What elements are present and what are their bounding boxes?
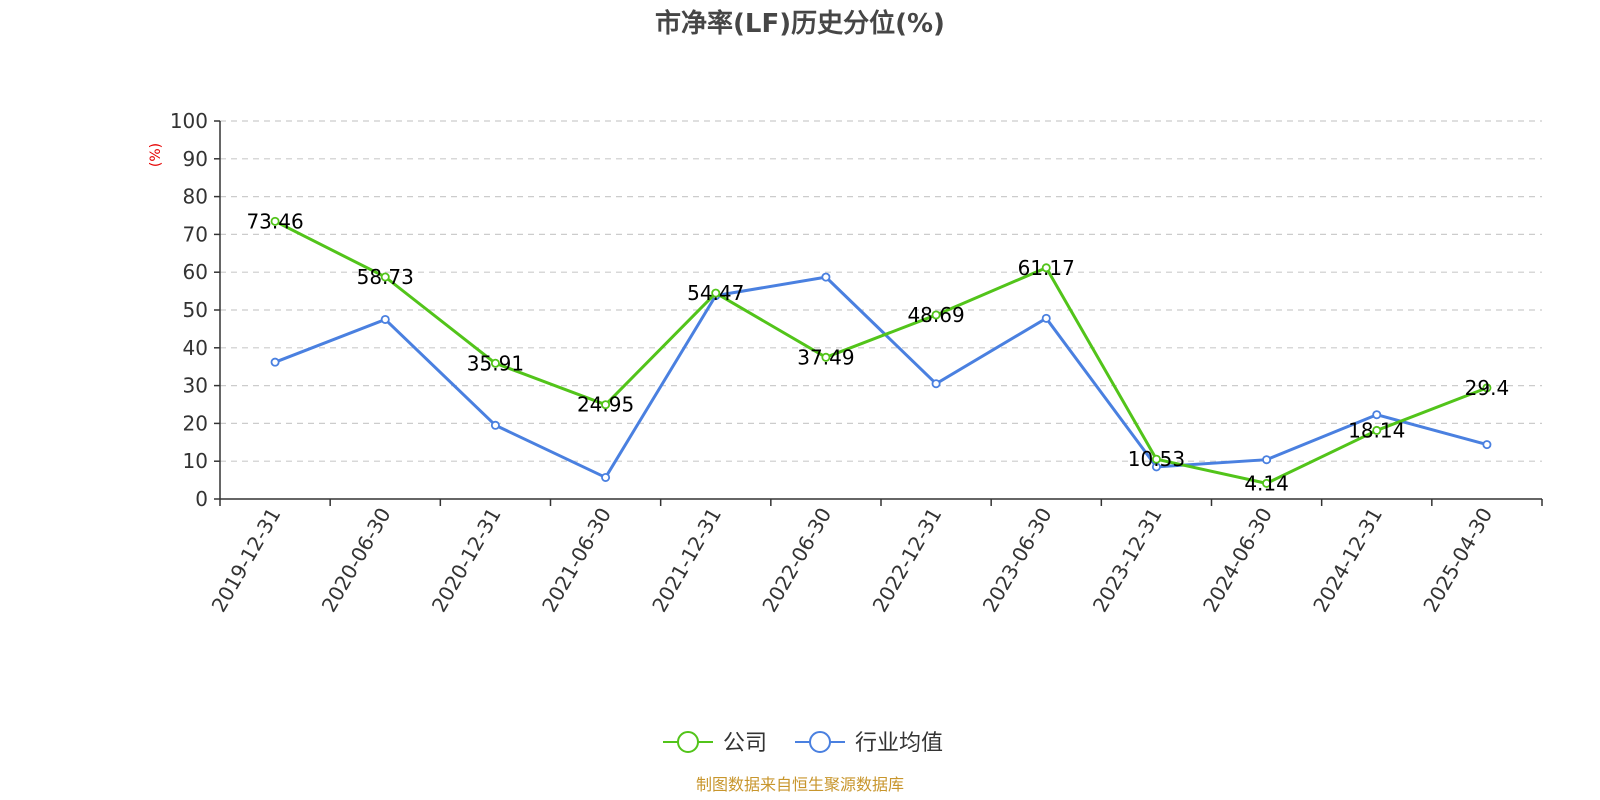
x-tick-label: 2021-12-31	[647, 504, 726, 617]
x-tick-labels: 2019-12-31 2020-06-30 2020-12-31 2021-06-30…	[207, 503, 1498, 616]
data-point	[601, 472, 611, 482]
x-tick-label: 2024-06-30	[1198, 504, 1277, 617]
grid-lines	[220, 120, 1542, 462]
data-point	[1482, 440, 1492, 450]
x-tick-label: 2020-12-31	[427, 503, 506, 616]
data-label: 18.14	[1348, 418, 1405, 442]
data-point	[821, 272, 831, 282]
x-tick-label: 2022-06-30	[757, 504, 836, 617]
data-point	[1372, 425, 1382, 435]
y-tick-label: 30	[183, 374, 208, 398]
legend-label: 行业均值	[855, 731, 943, 756]
y-tick-labels: 0 10 20 30 40 50 60 70 80 90 100	[170, 109, 208, 511]
data-point	[270, 357, 280, 367]
data-point	[1041, 263, 1051, 273]
data-point	[931, 310, 941, 320]
x-tick-label: 2023-12-31	[1088, 504, 1167, 617]
data-label: 35.91	[467, 351, 524, 375]
axes	[214, 120, 1543, 506]
data-label: 54.47	[687, 281, 744, 305]
legend-swatch-marker	[809, 731, 831, 753]
y-tick-label: 20	[183, 411, 208, 435]
data-point	[821, 352, 831, 362]
x-tick-label: 2022-12-31	[868, 503, 947, 616]
x-tick-label: 2020-06-30	[317, 504, 396, 617]
x-tick-label: 2023-06-30	[978, 504, 1057, 617]
y-tick-label: 40	[183, 336, 208, 360]
data-label: 29.4	[1465, 376, 1510, 400]
data-label: 61.17	[1018, 256, 1075, 280]
y-tick-label: 70	[183, 222, 208, 246]
y-tick-label: 90	[183, 147, 208, 171]
data-point	[711, 288, 721, 298]
x-tick-label: 2019-12-31	[207, 504, 286, 617]
legend[interactable]: 公司 行业均值	[663, 731, 943, 756]
data-label: 58.73	[357, 265, 414, 289]
y-tick-label: 100	[170, 109, 208, 133]
data-point	[601, 400, 611, 410]
data-point	[1262, 455, 1272, 465]
y-tick-label: 0	[195, 487, 208, 511]
x-tick-label: 2024-12-31	[1308, 504, 1387, 617]
chart-title: 市净率(LF)历史分位(%)	[655, 8, 945, 39]
data-point	[270, 216, 280, 226]
data-point	[931, 379, 941, 389]
x-tick-label: 2021-06-30	[537, 504, 616, 617]
data-label: 24.95	[577, 393, 634, 417]
legend-swatch-marker	[677, 731, 699, 753]
data-point	[380, 314, 390, 324]
data-label: 73.46	[246, 209, 303, 233]
data-point	[380, 272, 390, 282]
data-point	[490, 420, 500, 430]
source-note: 制图数据来自恒生聚源数据库	[696, 775, 904, 794]
data-label: 48.69	[907, 303, 964, 327]
x-tick-label: 2025-04-30	[1418, 504, 1497, 617]
y-tick-label: 10	[183, 449, 208, 473]
series-line-industry	[274, 275, 1488, 479]
y-tick-label: 80	[183, 185, 208, 209]
data-point	[1482, 383, 1492, 393]
data-labels: 73.46 58.73 35.91 24.95 54.47 37.49 48.69 61.17…	[246, 209, 1509, 495]
data-point	[1041, 313, 1051, 323]
data-label: 10.53	[1128, 447, 1185, 471]
data-point	[490, 358, 500, 368]
data-point	[1372, 410, 1382, 420]
data-label: 37.49	[797, 345, 854, 369]
data-point	[1262, 478, 1272, 488]
y-tick-label: 60	[183, 260, 208, 284]
legend-label: 公司	[723, 731, 767, 756]
y-tick-label: 50	[183, 298, 208, 322]
data-point	[1151, 454, 1161, 464]
series-layer	[270, 216, 1492, 488]
y-axis-unit: (%)	[148, 143, 164, 167]
data-label: 4.14	[1244, 471, 1289, 495]
series-line-company	[274, 219, 1488, 485]
